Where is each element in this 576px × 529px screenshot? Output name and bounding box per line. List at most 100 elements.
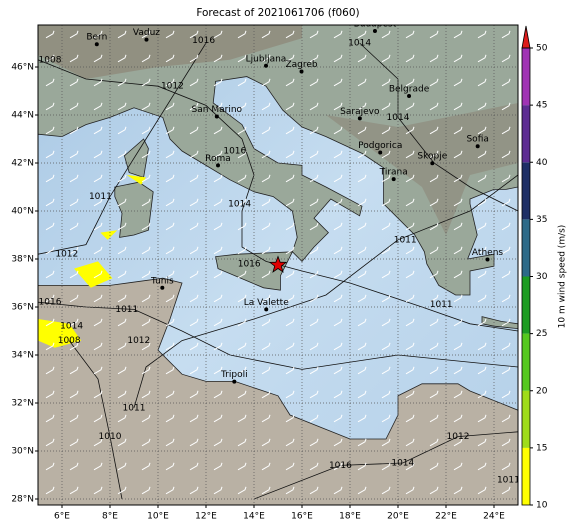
colorbar-tick-label: 15 [536,443,547,453]
wind-barb [261,174,271,183]
wind-barb [429,366,439,375]
wind-barb [213,366,223,375]
wind-barb [165,318,175,327]
wind-barb [501,150,511,159]
wind-barb [381,486,391,495]
wind-barb [357,486,367,495]
wind-barb [501,30,511,39]
wind-barb [285,438,295,447]
wind-barb [165,414,175,423]
city-label: Sarajevo [340,107,380,117]
wind-barb [189,198,199,207]
wind-barb [405,54,415,63]
wind-barb [381,294,391,303]
wind-barb [501,366,511,375]
wind-barb [381,198,391,207]
isobar-label: 1008 [39,55,62,65]
wind-barb [69,222,79,231]
y-tick-label: 40°N [11,207,34,217]
wind-barb [261,462,271,471]
wind-barb [213,54,223,63]
wind-barb [261,414,271,423]
wind-barb [45,342,55,351]
wind-barb [261,318,271,327]
wind-barb [429,318,439,327]
wind-barb [429,174,439,183]
wind-barb [189,150,199,159]
wind-barb [261,294,271,303]
colorbar-tick-label: 45 [536,101,547,111]
wind-barb [357,78,367,87]
land [123,138,149,178]
wind-barb [285,342,295,351]
wind-barb [357,342,367,351]
wind-barb [405,486,415,495]
colorbar-label: 10 m wind speed (m/s) [558,225,568,329]
city-label: Athens [472,248,503,258]
wind-barb [381,246,391,255]
wind-barb [213,30,223,39]
wind-barb [453,414,463,423]
map-title: Forecast of 2021061706 (f060) [196,7,359,19]
wind-barb [501,54,511,63]
wind-barb [237,486,247,495]
wind-barb [381,414,391,423]
x-tick-label: 16°E [291,512,313,522]
wind-barb [477,78,487,87]
isobar [253,431,518,500]
y-tick-label: 38°N [11,255,34,265]
wind-barb [477,366,487,375]
wind-barb [165,54,175,63]
wind-barb [357,438,367,447]
wind-barb [357,390,367,399]
wind-barb [213,150,223,159]
wind-barb [93,246,103,255]
wind-barb [285,414,295,423]
wind-barb [213,174,223,183]
wind-barb [237,294,247,303]
wind-barb [189,390,199,399]
wind-barb [93,414,103,423]
wind-barb [117,198,127,207]
wind-barb [45,366,55,375]
wind-barb [501,318,511,327]
city-dot [299,69,304,74]
wind-barb [189,30,199,39]
city-dot [378,150,383,155]
wind-barb [477,390,487,399]
wind-barb [477,342,487,351]
isobar-label: 1014 [391,459,414,469]
wind-barb [117,318,127,327]
wind-barb [69,342,79,351]
wind-barb [45,126,55,135]
wind-barb [309,438,319,447]
isobar-label: 1011 [115,305,138,315]
wind-barb [261,390,271,399]
wind-barb [333,174,343,183]
wind-barb [501,102,511,111]
wind-barb [333,54,343,63]
wind-barb [213,294,223,303]
isobar-label: 1011 [89,192,112,202]
wind-barb [261,30,271,39]
wind-barb [357,126,367,135]
x-tick-label: 12°E [195,512,217,522]
wind-barb [453,78,463,87]
wind-barb [357,174,367,183]
colorbar-segment [522,390,530,448]
colorbar-tick-label: 10 [536,501,548,511]
wind-barb [69,78,79,87]
colorbar-tick-label: 30 [536,272,548,282]
wind-barb [309,198,319,207]
wind-barb [45,222,55,231]
city-dot [264,307,269,312]
y-tick-label: 32°N [11,399,34,409]
isobar [68,340,123,500]
wind-barb [333,390,343,399]
wind-barb [237,126,247,135]
wind-barb [69,126,79,135]
wind-barb [381,126,391,135]
wind-barb [261,246,271,255]
wind-barb [141,390,151,399]
wind-barb [477,30,487,39]
